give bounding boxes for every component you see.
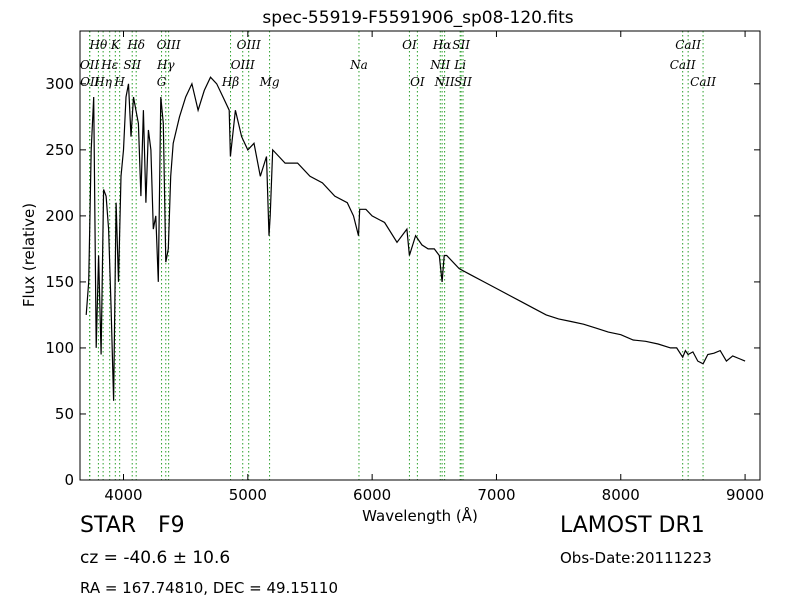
observation-date: Obs-Date:20111223 [560, 549, 712, 567]
x-axis-ticks: 4000 5000 6000 7000 8000 9000 [104, 31, 764, 504]
plot-frame [79, 30, 761, 481]
y-tick-label: 150 [45, 273, 74, 291]
spectral-line-label: OIII [231, 58, 255, 72]
spectral-line-label: NII [429, 58, 450, 72]
spectral-line-markers [89, 31, 704, 480]
y-tick-label: 100 [45, 339, 74, 357]
spectral-line-label: Na [349, 58, 368, 72]
spectral-line-label: OI [402, 38, 417, 52]
x-tick-label: 4000 [104, 486, 142, 504]
x-axis-label: Wavelength (Å) [362, 506, 478, 525]
spectral-line-label: Hγ [156, 58, 175, 72]
spectral-line-label: SII [452, 38, 470, 52]
y-tick-label: 250 [45, 141, 74, 159]
x-tick-label: 9000 [726, 486, 764, 504]
spectral-line-label: Hη [93, 75, 112, 89]
x-tick-label: 6000 [353, 486, 391, 504]
spectral-line-label: Hδ [126, 38, 145, 52]
spectral-line-label: Hε [100, 58, 118, 72]
x-tick-label: 8000 [602, 486, 640, 504]
object-class-label: STAR [80, 513, 137, 538]
spectral-line-label: Hβ [221, 75, 239, 89]
spectral-line-label: K [110, 38, 121, 52]
y-axis-label: Flux (relative) [20, 203, 38, 307]
spectral-line-label: SII [123, 58, 141, 72]
spectral-line-label: SII [454, 75, 472, 89]
spectral-line-labels: OII OII Hθ Hη Hε K H SII Hδ G Hγ OIII Hβ OIII OIII Mg Na… [80, 38, 716, 89]
redshift-text: cz = -40.6 ± 10.6 [80, 548, 231, 568]
flux-series-line [85, 76, 746, 401]
spectral-line-label: NII [434, 75, 455, 89]
spectral-line-label: OIII [237, 38, 261, 52]
y-axis-ticks: 0 50 100 150 200 250 300 [45, 75, 760, 489]
spectral-line-label: OI [410, 75, 425, 89]
spectral-line-label: G [157, 75, 167, 89]
y-tick-label: 300 [45, 75, 74, 93]
y-tick-label: 0 [64, 471, 74, 489]
spectral-line-label: H [113, 75, 125, 89]
spectral-line-label: Mg [259, 75, 280, 89]
x-tick-label: 5000 [229, 486, 267, 504]
survey-label: LAMOST DR1 [560, 513, 705, 538]
spectral-line-label: CaII [670, 58, 696, 72]
spectral-line-label: OIII [157, 38, 181, 52]
spectral-line-label: Li [453, 58, 466, 72]
chart-title: spec-55919-F5591906_sp08-120.fits [262, 8, 573, 28]
spectral-line-label: CaII [675, 38, 701, 52]
x-tick-label: 7000 [477, 486, 515, 504]
spectral-line-label: Hθ [89, 38, 108, 52]
spectral-line-label: OII [80, 75, 100, 89]
spectral-line-label: OII [80, 58, 100, 72]
y-tick-label: 50 [55, 405, 74, 423]
object-subclass-label: F9 [158, 513, 185, 538]
spectral-line-label: CaII [690, 75, 716, 89]
coordinates-text: RA = 167.74810, DEC = 49.15110 [80, 579, 339, 597]
y-tick-label: 200 [45, 207, 74, 225]
spectral-line-label: Hα [432, 38, 452, 52]
